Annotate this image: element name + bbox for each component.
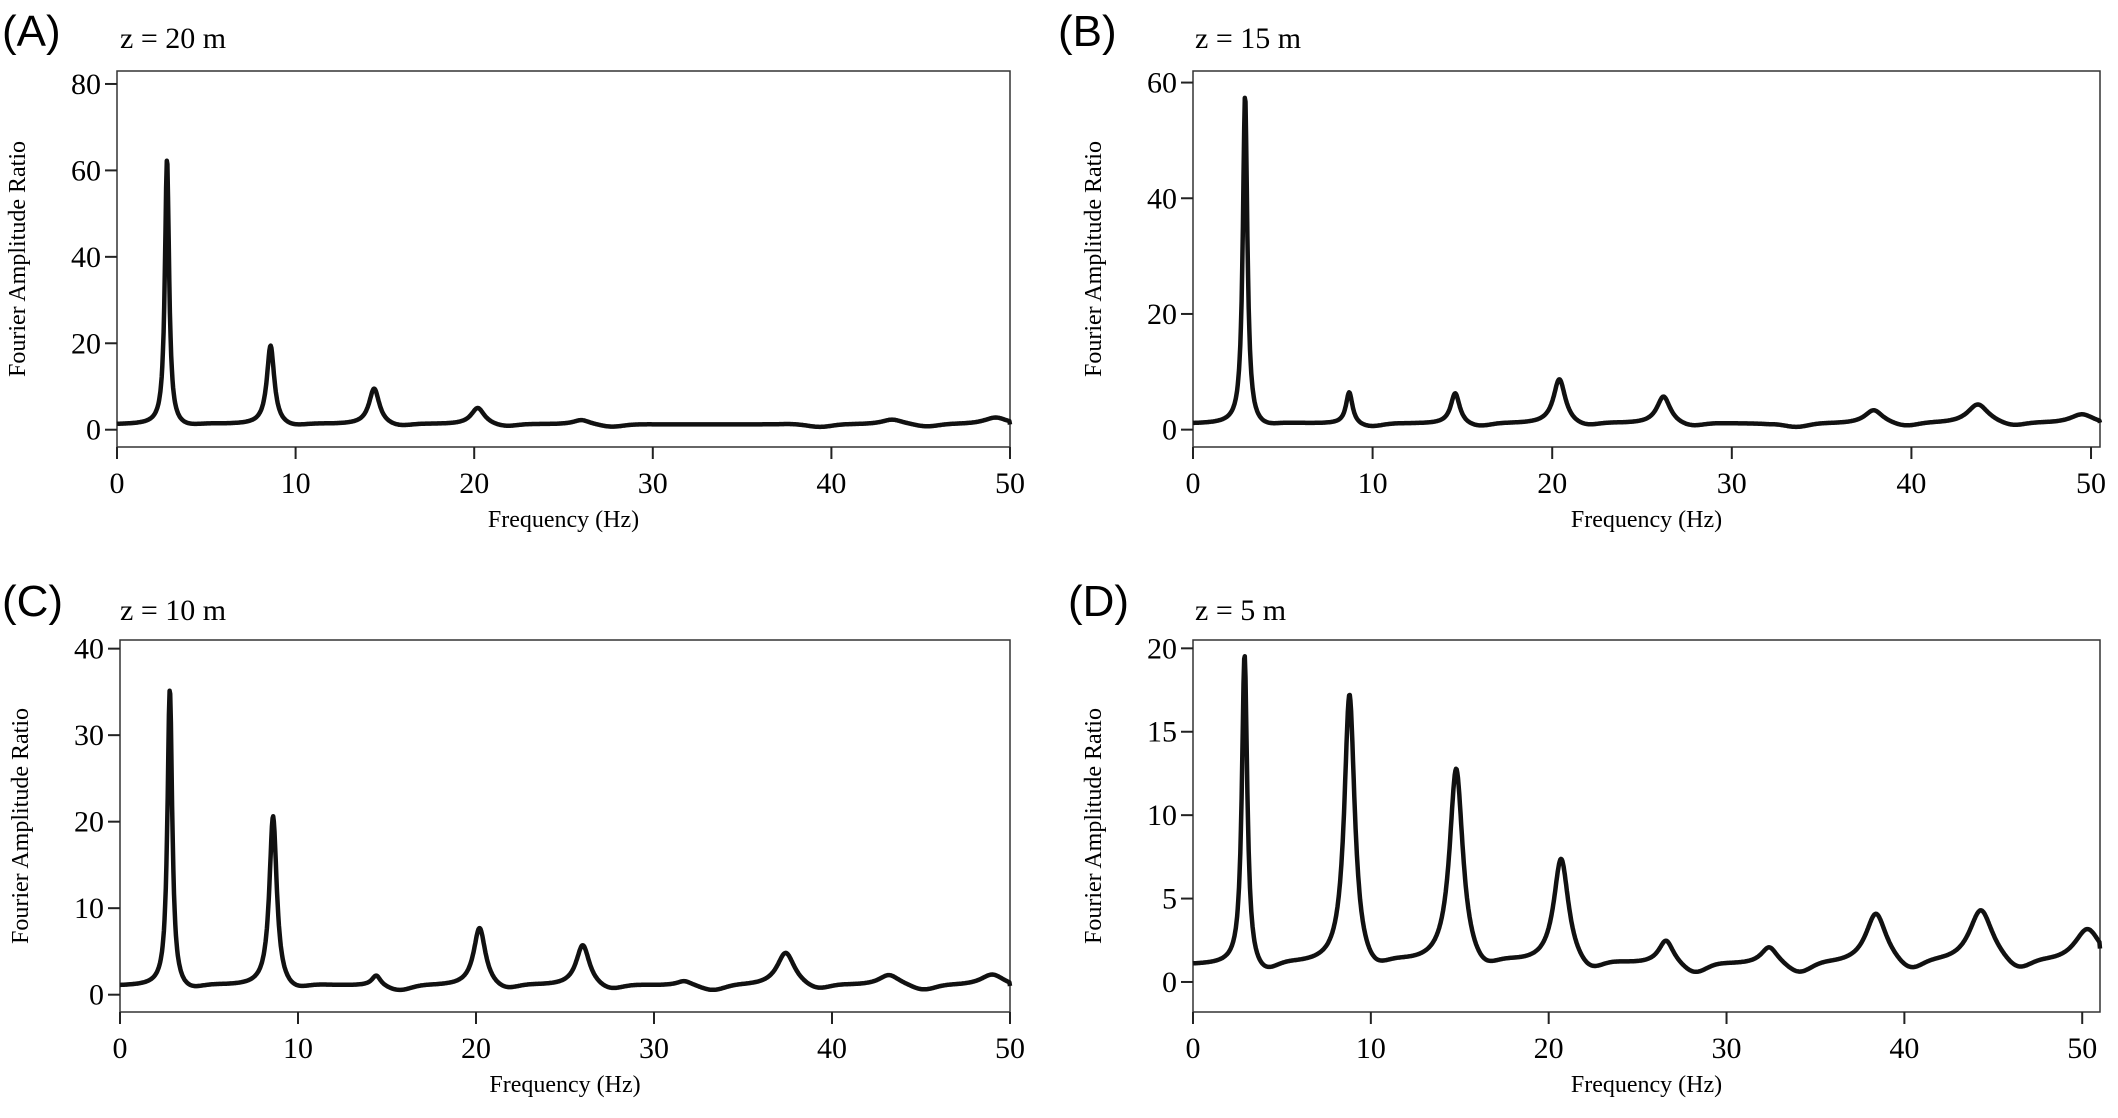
y-tick-label: 40 bbox=[1147, 182, 1177, 215]
y-tick-label: 60 bbox=[71, 154, 101, 187]
x-tick-label: 40 bbox=[816, 467, 846, 500]
y-axis-label: Fourier Amplitude Ratio bbox=[1081, 141, 1107, 377]
panel-d-label: (D) bbox=[1068, 577, 1129, 626]
y-tick-label: 0 bbox=[1162, 414, 1177, 447]
panel-c-plot: 0 10 20 30 40 0 10 20 30 40 50 Frequency (Hz) Fourie… bbox=[8, 633, 1025, 1098]
panel-b: (B) z = 15 m 0 20 40 60 0 10 20 30 40 50 Frequency… bbox=[1058, 7, 2106, 533]
plot-frame bbox=[1192, 70, 2101, 448]
x-axis-label: Frequency (Hz) bbox=[1571, 507, 1722, 533]
x-tick-label: 50 bbox=[995, 1032, 1025, 1065]
x-tick-label: 20 bbox=[461, 1032, 491, 1065]
y-axis-label: Fourier Amplitude Ratio bbox=[1081, 708, 1107, 944]
plot-frame bbox=[116, 70, 1011, 448]
x-tick-label: 30 bbox=[1712, 1032, 1742, 1065]
x-tick-label: 20 bbox=[1537, 467, 1567, 500]
y-tick-label: 30 bbox=[74, 719, 104, 752]
y-tick-label: 20 bbox=[71, 327, 101, 360]
y-tick-label: 0 bbox=[86, 414, 101, 447]
x-tick-label: 40 bbox=[817, 1032, 847, 1065]
x-tick-label: 30 bbox=[638, 467, 668, 500]
peak-point bbox=[1243, 92, 1247, 96]
x-tick-label: 10 bbox=[1358, 467, 1388, 500]
x-tick-label: 50 bbox=[995, 467, 1025, 500]
y-axis-label: Fourier Amplitude Ratio bbox=[5, 141, 31, 377]
y-tick-label: 10 bbox=[1147, 799, 1177, 832]
series-line bbox=[118, 688, 1013, 993]
y-tick-label: 60 bbox=[1147, 67, 1177, 100]
panel-c-label: (C) bbox=[2, 577, 63, 626]
x-tick-label: 10 bbox=[283, 1032, 313, 1065]
panel-a-label: (A) bbox=[2, 7, 61, 56]
x-tick-label: 0 bbox=[1186, 467, 1201, 500]
x-tick-label: 0 bbox=[1186, 1032, 1201, 1065]
plot-frame bbox=[1192, 639, 2101, 1013]
x-axis-label: Frequency (Hz) bbox=[489, 1072, 640, 1098]
y-tick-label: 10 bbox=[74, 892, 104, 925]
y-tick-label: 15 bbox=[1147, 716, 1177, 749]
y-tick-label: 0 bbox=[1162, 966, 1177, 999]
plot-frame bbox=[119, 639, 1011, 1013]
series-line bbox=[1191, 654, 2103, 975]
panel-a-title: z = 20 m bbox=[120, 22, 226, 55]
panel-a: (A) z = 20 m 0 20 40 60 80 0 10 20 30 40 50 Frequen… bbox=[2, 7, 1025, 533]
x-tick-label: 50 bbox=[2067, 1032, 2097, 1065]
panel-c: (C) z = 10 m 0 10 20 30 40 0 10 20 30 40 50 Frequen… bbox=[2, 577, 1025, 1098]
x-tick-label: 0 bbox=[113, 1032, 128, 1065]
y-tick-label: 0 bbox=[89, 979, 104, 1012]
x-tick-label: 30 bbox=[639, 1032, 669, 1065]
panel-b-title: z = 15 m bbox=[1195, 22, 1301, 55]
y-tick-label: 20 bbox=[1147, 632, 1177, 665]
series-line bbox=[1191, 95, 2103, 430]
x-tick-label: 10 bbox=[1356, 1032, 1386, 1065]
x-tick-label: 20 bbox=[459, 467, 489, 500]
x-tick-label: 40 bbox=[1896, 467, 1926, 500]
panel-d-plot: 0 5 10 15 20 0 10 20 30 40 50 Frequency (Hz) Fourier… bbox=[1081, 632, 2103, 1098]
y-tick-label: 20 bbox=[74, 806, 104, 839]
panel-a-plot: 0 20 40 60 80 0 10 20 30 40 50 Frequency (Hz) Fourie… bbox=[5, 68, 1025, 533]
y-axis-label: Fourier Amplitude Ratio bbox=[8, 708, 34, 944]
x-tick-label: 0 bbox=[110, 467, 125, 500]
y-tick-label: 40 bbox=[74, 633, 104, 666]
panel-c-title: z = 10 m bbox=[120, 594, 226, 627]
panel-b-plot: 0 20 40 60 0 10 20 30 40 50 Frequency (Hz) Fourier … bbox=[1081, 67, 2106, 533]
x-axis-label: Frequency (Hz) bbox=[1571, 1072, 1722, 1098]
x-tick-label: 10 bbox=[281, 467, 311, 500]
y-tick-label: 40 bbox=[71, 241, 101, 274]
y-tick-label: 5 bbox=[1162, 883, 1177, 916]
y-tick-label: 20 bbox=[1147, 298, 1177, 331]
x-tick-label: 20 bbox=[1534, 1032, 1564, 1065]
x-tick-label: 30 bbox=[1717, 467, 1747, 500]
x-tick-label: 50 bbox=[2076, 467, 2106, 500]
y-tick-label: 80 bbox=[71, 68, 101, 101]
x-axis-label: Frequency (Hz) bbox=[488, 507, 639, 533]
panel-d: (D) z = 5 m 0 5 10 15 20 0 10 20 30 40 50 Frequency… bbox=[1068, 577, 2103, 1098]
panel-d-title: z = 5 m bbox=[1195, 594, 1286, 627]
x-tick-label: 40 bbox=[1889, 1032, 1919, 1065]
series-line bbox=[115, 158, 1013, 430]
panel-b-label: (B) bbox=[1058, 7, 1117, 56]
